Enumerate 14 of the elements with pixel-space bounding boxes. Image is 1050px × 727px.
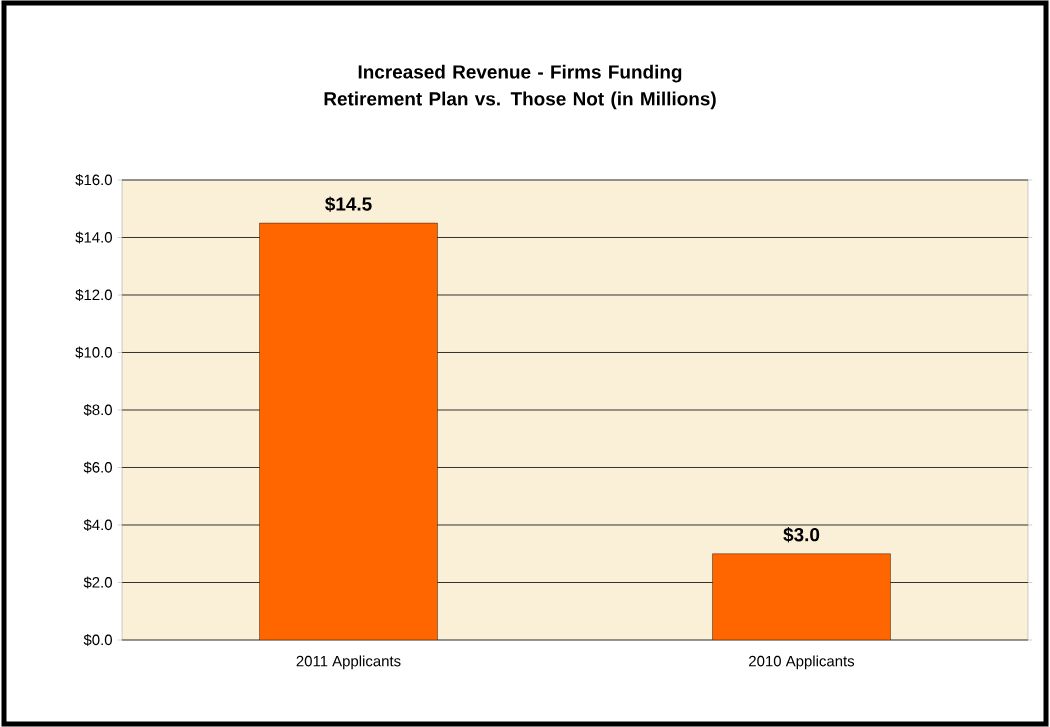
y-tick-label: $4.0 [83,518,112,532]
x-tick-label: 2010 Applicants [749,655,855,670]
y-tick-label: $16.0 [75,173,112,187]
y-tick-label: $2.0 [83,576,112,589]
y-tick-label: $12.0 [75,288,112,302]
y-tick-label: $14.0 [75,231,112,244]
y-tick-label: $6.0 [83,461,112,474]
chart-title: Increased Revenue - Firms Funding Retirement Plan vs. Those Not (in Millions) [324,64,716,110]
data-label: $3.0 [783,527,820,543]
data-label: $14.5 [325,196,372,212]
y-tick-label: $0.0 [83,633,112,647]
y-tick-label: $8.0 [83,403,112,417]
y-tick-label: $10.0 [75,346,112,359]
x-tick-label: 2011 Applicants [296,655,401,670]
